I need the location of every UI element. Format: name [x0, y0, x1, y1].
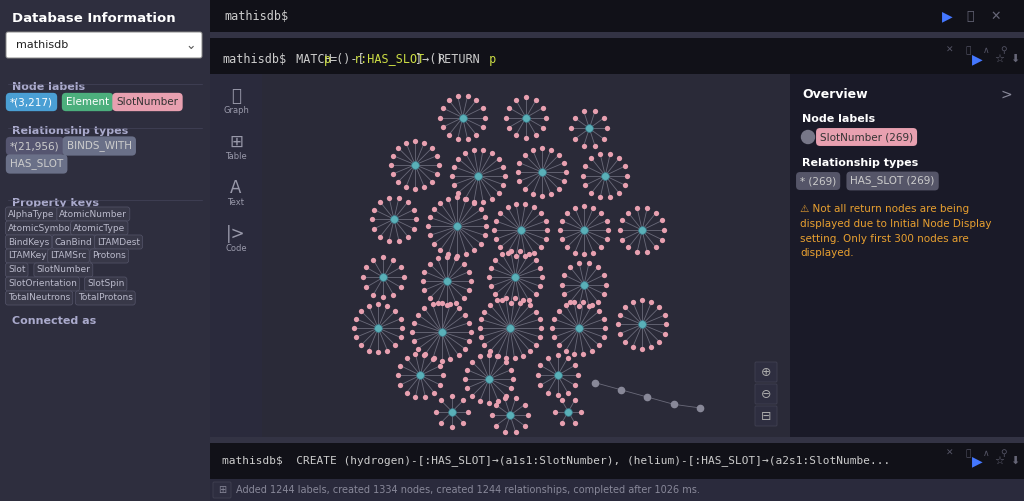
Text: SlotNumber: SlotNumber — [37, 266, 90, 275]
FancyBboxPatch shape — [0, 0, 210, 501]
Text: ⌄: ⌄ — [185, 39, 196, 52]
Text: ✕: ✕ — [990, 10, 1000, 23]
Circle shape — [802, 130, 814, 143]
Text: mathisdb$  CREATE (hydrogen)-[:HAS_SLOT]→(a1s1:SlotNumber), (helium)-[:HAS_SLOT]: mathisdb$ CREATE (hydrogen)-[:HAS_SLOT]→… — [222, 455, 890, 466]
Text: HAS_SLOT: HAS_SLOT — [10, 158, 63, 169]
Text: ☆: ☆ — [994, 456, 1004, 466]
Text: Slot: Slot — [8, 266, 26, 275]
Text: mathisdb$: mathisdb$ — [222, 53, 286, 66]
Text: BindKeys: BindKeys — [8, 237, 49, 246]
Text: Text: Text — [227, 197, 245, 206]
FancyBboxPatch shape — [755, 406, 777, 426]
Text: TotalNeutrons: TotalNeutrons — [8, 294, 71, 303]
Text: Node labels: Node labels — [12, 82, 85, 92]
Text: CanBind: CanBind — [55, 237, 92, 246]
Text: mathisdb$: mathisdb$ — [224, 10, 288, 23]
Text: Node labels: Node labels — [802, 114, 876, 124]
Text: HAS_SLOT (269): HAS_SLOT (269) — [850, 175, 935, 186]
Text: >: > — [1000, 88, 1012, 102]
Text: ⊞: ⊞ — [218, 485, 226, 495]
Text: ⬇: ⬇ — [1010, 54, 1019, 64]
Text: Table: Table — [225, 151, 247, 160]
Text: ▶: ▶ — [972, 52, 983, 66]
Text: ⬇: ⬇ — [1010, 456, 1019, 466]
Text: AlphaType: AlphaType — [8, 209, 54, 218]
Text: LTAMDest: LTAMDest — [97, 237, 140, 246]
FancyBboxPatch shape — [210, 479, 1024, 501]
Text: SlotNumber (269): SlotNumber (269) — [820, 132, 913, 142]
Text: Property keys: Property keys — [12, 198, 99, 208]
Text: A: A — [230, 179, 242, 197]
Text: ⚲: ⚲ — [1000, 46, 1008, 55]
FancyBboxPatch shape — [210, 437, 1024, 443]
Text: ⊕: ⊕ — [761, 366, 771, 378]
Text: =()-[: =()-[ — [330, 53, 366, 66]
Text: AtomicType: AtomicType — [73, 223, 126, 232]
Text: Overview: Overview — [802, 88, 867, 101]
Text: *(21,956): *(21,956) — [10, 141, 59, 151]
Text: Added 1244 labels, created 1334 nodes, created 1244 relationships, completed aft: Added 1244 labels, created 1334 nodes, c… — [236, 485, 699, 495]
Text: ▶: ▶ — [942, 9, 952, 23]
FancyBboxPatch shape — [210, 74, 262, 437]
Text: LTAMKey: LTAMKey — [8, 252, 47, 261]
FancyBboxPatch shape — [790, 74, 1024, 437]
Text: Element: Element — [66, 97, 110, 107]
Text: ⚲: ⚲ — [1000, 449, 1008, 458]
Text: ✕: ✕ — [946, 46, 953, 55]
Text: ]→(): ]→() — [415, 53, 451, 66]
FancyBboxPatch shape — [6, 32, 202, 58]
Text: SlotNumber: SlotNumber — [117, 97, 178, 107]
FancyBboxPatch shape — [210, 443, 1024, 479]
Text: ⤢: ⤢ — [966, 449, 971, 458]
Text: Database Information: Database Information — [12, 12, 176, 25]
Text: * (269): * (269) — [800, 176, 837, 186]
Text: Code: Code — [225, 243, 247, 253]
Text: r:HAS_SLOT: r:HAS_SLOT — [354, 53, 425, 66]
Text: ∧: ∧ — [983, 449, 989, 458]
Text: ⊖: ⊖ — [761, 387, 771, 400]
Text: *(3,217): *(3,217) — [10, 97, 53, 107]
FancyBboxPatch shape — [755, 362, 777, 382]
Text: LTAMSrc: LTAMSrc — [50, 252, 87, 261]
Text: ∧: ∧ — [983, 46, 989, 55]
Text: ☆: ☆ — [994, 54, 1004, 64]
Text: Graph: Graph — [223, 106, 249, 115]
Text: AtomicNumber: AtomicNumber — [59, 209, 127, 218]
FancyBboxPatch shape — [210, 0, 1024, 32]
Text: SlotSpin: SlotSpin — [87, 280, 124, 289]
Text: |>: |> — [226, 225, 246, 243]
Text: AtomicSymbol: AtomicSymbol — [8, 223, 74, 232]
Text: BINDS_WITH: BINDS_WITH — [67, 141, 132, 151]
Text: ✕: ✕ — [946, 449, 953, 458]
FancyBboxPatch shape — [262, 74, 790, 437]
Text: Use database: Use database — [12, 32, 96, 42]
FancyBboxPatch shape — [213, 482, 231, 498]
Text: ⚠ Not all return nodes are being
displayed due to Initial Node Display
setting. : ⚠ Not all return nodes are being display… — [800, 204, 991, 259]
Text: Protons: Protons — [92, 252, 126, 261]
Text: SlotOrientation: SlotOrientation — [8, 280, 77, 289]
Text: Relationship types: Relationship types — [802, 158, 919, 168]
Text: p: p — [324, 53, 331, 66]
Text: ⤢: ⤢ — [966, 10, 974, 23]
FancyBboxPatch shape — [210, 32, 1024, 38]
Text: ⊞: ⊞ — [229, 133, 243, 151]
Text: Relationship types: Relationship types — [12, 126, 128, 136]
Text: 𝄜: 𝄜 — [231, 87, 241, 105]
Text: TotalProtons: TotalProtons — [78, 294, 133, 303]
Text: Connected as: Connected as — [12, 316, 96, 326]
Text: mathisdb: mathisdb — [16, 40, 69, 50]
Text: p: p — [482, 53, 497, 66]
Text: ⤢: ⤢ — [966, 46, 971, 55]
Text: MATCH: MATCH — [289, 53, 339, 66]
Text: RETURN: RETURN — [437, 53, 480, 66]
Text: ⊟: ⊟ — [761, 409, 771, 422]
Text: ▶: ▶ — [972, 454, 983, 468]
FancyBboxPatch shape — [210, 38, 1024, 74]
FancyBboxPatch shape — [755, 384, 777, 404]
